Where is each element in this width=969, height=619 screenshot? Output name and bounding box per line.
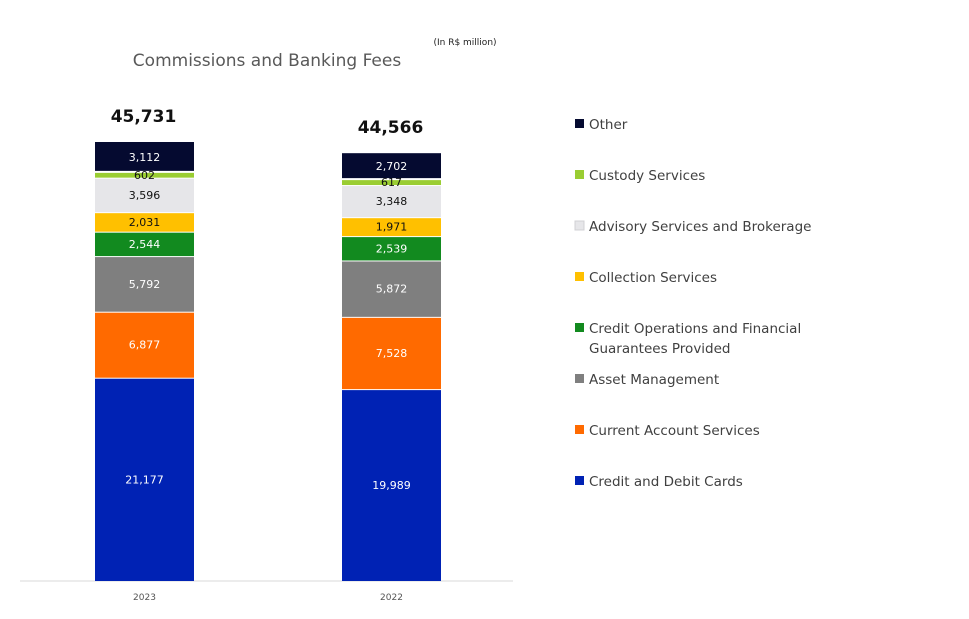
data-label: 2,544: [129, 238, 161, 251]
bar-segment: [342, 390, 441, 581]
bar-segment: [342, 180, 441, 186]
data-label: 2,539: [376, 242, 408, 255]
legend-label: Asset Management: [589, 372, 719, 388]
legend-swatch: [575, 425, 584, 434]
total-label: 44,566: [358, 118, 424, 138]
bar-segment: [95, 213, 194, 232]
data-label: 1,971: [376, 221, 408, 234]
data-label: 2,031: [129, 216, 161, 229]
legend-label: Collection Services: [589, 270, 717, 286]
legend-swatch: [575, 119, 584, 128]
legend-swatch: [575, 272, 584, 281]
legend-swatch: [574, 220, 585, 231]
bar-segment: [95, 257, 194, 312]
bar-segment: [95, 232, 194, 257]
data-label: 617: [381, 176, 402, 189]
bar-segment: [95, 142, 194, 171]
legend: Other Custody Services Advisory Services a…: [574, 117, 811, 490]
bar-segment: [342, 153, 441, 179]
bar-segment: [342, 218, 441, 237]
data-label: 3,348: [376, 195, 408, 208]
x-tick-label: 2023: [133, 593, 156, 603]
bar-segment: [95, 178, 194, 213]
legend-swatch: [575, 476, 584, 485]
data-label: 2,702: [376, 160, 408, 173]
bar-segment: [342, 261, 441, 317]
bar-segment: [342, 317, 441, 390]
legend-label: Credit and Debit Cards: [589, 474, 743, 490]
bars-group: 21,177 6,877 5,792 2,544 2,031 3,596 602 3,112 4…: [95, 107, 441, 603]
bar-segment: [342, 186, 441, 218]
total-label: 45,731: [111, 107, 177, 127]
chart-title: Commissions and Banking Fees: [133, 51, 402, 71]
x-tick-label: 2022: [380, 593, 403, 603]
bar-segment: [95, 378, 194, 581]
data-label: 7,528: [376, 347, 408, 360]
legend-label: Custody Services: [589, 168, 705, 184]
bar-segment: [95, 312, 194, 378]
legend-swatch: [575, 323, 584, 332]
legend-swatch: [575, 374, 584, 383]
legend-swatch: [575, 170, 584, 179]
data-label: 602: [134, 169, 155, 182]
data-label: 5,792: [129, 278, 161, 291]
legend-label: Current Account Services: [589, 423, 760, 439]
legend-label: Guarantees Provided: [589, 341, 731, 357]
legend-label: Other: [589, 117, 628, 133]
unit-note: (In R$ million): [433, 38, 496, 48]
data-label: 21,177: [125, 473, 164, 486]
data-label: 6,877: [129, 339, 161, 352]
legend-label: Advisory Services and Brokerage: [589, 219, 811, 235]
data-label: 3,596: [129, 189, 161, 202]
bar-segment: [342, 237, 441, 261]
data-label: 3,112: [129, 151, 161, 164]
bar-segment: [95, 172, 194, 178]
data-label: 5,872: [376, 283, 408, 296]
legend-label: Credit Operations and Financial: [589, 321, 801, 337]
data-label: 19,989: [372, 479, 411, 492]
